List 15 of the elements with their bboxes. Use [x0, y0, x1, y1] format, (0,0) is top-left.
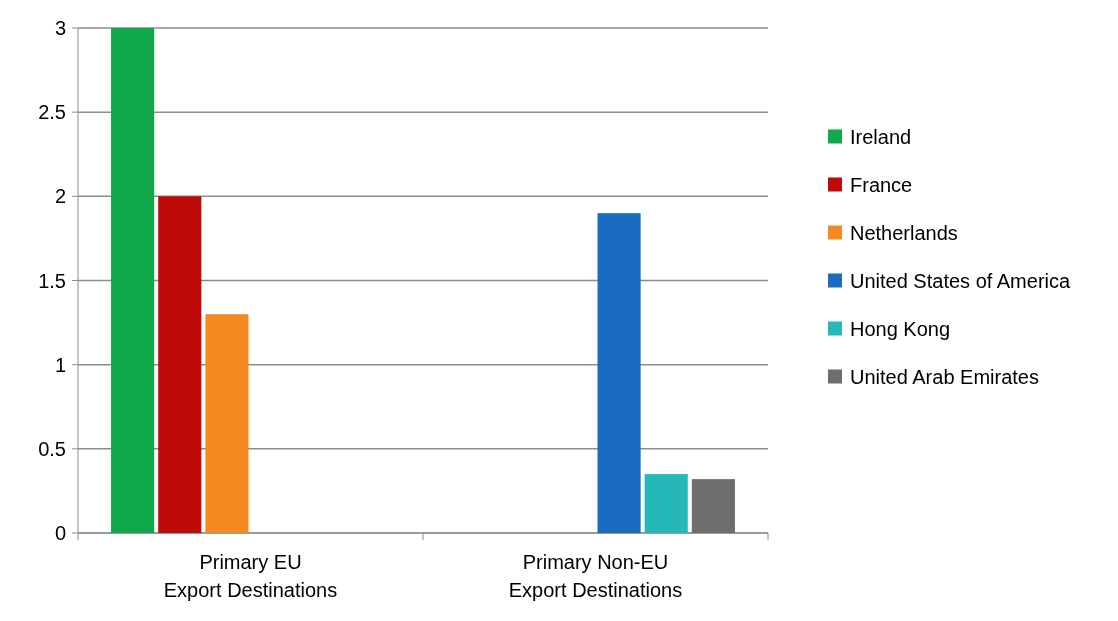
legend-label: United States of America — [850, 269, 1071, 292]
y-tick-label: 2 — [54, 185, 66, 208]
legend-label: Netherlands — [850, 221, 958, 244]
x-tick-label: Primary Non-EU Export Destinations — [508, 551, 683, 601]
legend-label: France — [850, 173, 913, 196]
legend-label: United Arab Emirates — [850, 365, 1039, 388]
y-tick-label: 1.5 — [38, 269, 66, 292]
x-tick-label: Primary EU Export Destinations — [163, 551, 338, 601]
legend-label: Ireland — [850, 125, 912, 148]
legend-label: Hong Kong — [850, 317, 951, 340]
y-tick-label: 1 — [54, 353, 66, 376]
y-tick-label: 0 — [54, 522, 66, 544]
y-tick-label: 2.5 — [38, 101, 66, 124]
y-tick-label: 0.5 — [38, 437, 66, 460]
y-tick-label: 3 — [54, 17, 66, 39]
